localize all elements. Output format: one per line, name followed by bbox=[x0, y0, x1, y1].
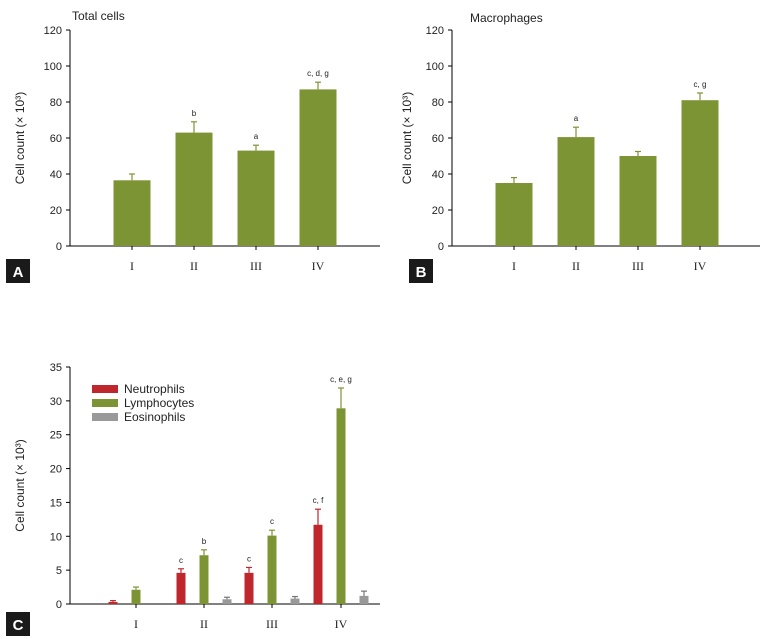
y-tick-label: 5 bbox=[56, 565, 62, 577]
y-tick-label: 60 bbox=[50, 133, 62, 145]
y-tick-label: 100 bbox=[44, 61, 62, 73]
x-tick-label: III bbox=[250, 259, 262, 273]
x-tick-label: IV bbox=[335, 617, 348, 631]
y-axis-label: Cell count (× 10³) bbox=[13, 92, 27, 184]
y-axis-label: Cell count (× 10³) bbox=[13, 439, 27, 531]
x-tick-label: III bbox=[266, 617, 278, 631]
legend-label: Lymphocytes bbox=[124, 396, 194, 410]
y-tick-label: 15 bbox=[50, 497, 62, 509]
y-axis-label: Cell count (× 10³) bbox=[400, 92, 414, 184]
bar bbox=[176, 572, 186, 604]
bar bbox=[175, 132, 213, 246]
bar bbox=[244, 572, 254, 604]
significance-label: c bbox=[247, 554, 251, 563]
x-tick-label: III bbox=[632, 259, 644, 273]
legend-swatch bbox=[92, 413, 118, 421]
significance-label: b bbox=[202, 537, 207, 546]
bar bbox=[619, 156, 657, 246]
legend-swatch bbox=[92, 399, 118, 407]
panel-letter: A bbox=[13, 264, 24, 281]
bar bbox=[222, 599, 232, 604]
bar bbox=[313, 524, 323, 604]
y-tick-label: 0 bbox=[438, 241, 444, 253]
y-tick-label: 40 bbox=[50, 169, 62, 181]
panel-letter: B bbox=[416, 264, 427, 281]
legend-label: Eosinophils bbox=[124, 410, 185, 424]
panel-letter-box bbox=[409, 259, 433, 283]
x-tick-label: II bbox=[572, 259, 580, 273]
significance-label: c bbox=[270, 517, 274, 526]
y-tick-label: 20 bbox=[432, 205, 444, 217]
bar bbox=[237, 150, 275, 246]
y-tick-label: 20 bbox=[50, 464, 62, 476]
bar bbox=[199, 555, 209, 604]
y-tick-label: 10 bbox=[50, 531, 62, 543]
bar bbox=[557, 137, 595, 246]
bar bbox=[359, 595, 369, 604]
bar bbox=[267, 535, 277, 604]
y-tick-label: 20 bbox=[50, 205, 62, 217]
legend-label: Neutrophils bbox=[124, 382, 185, 396]
y-tick-label: 35 bbox=[50, 362, 62, 374]
chart-title: Macrophages bbox=[470, 11, 543, 25]
significance-label: c, f bbox=[313, 496, 324, 505]
y-tick-label: 0 bbox=[56, 241, 62, 253]
panel-letter-box bbox=[6, 612, 30, 636]
y-tick-label: 120 bbox=[44, 25, 62, 37]
bar bbox=[131, 589, 141, 604]
x-tick-label: I bbox=[134, 617, 138, 631]
panel-b-chart: Macrophages Cell count (× 10³) 0 20 40 60 80 10… bbox=[400, 11, 760, 283]
bar bbox=[290, 598, 300, 604]
significance-label: c, g bbox=[694, 80, 707, 89]
x-tick-label: I bbox=[512, 259, 516, 273]
y-tick-label: 40 bbox=[432, 169, 444, 181]
y-tick-label: 0 bbox=[56, 599, 62, 611]
x-tick-label: II bbox=[190, 259, 198, 273]
bar bbox=[108, 601, 118, 604]
significance-label: c, e, g bbox=[330, 375, 352, 384]
y-tick-label: 25 bbox=[50, 430, 62, 442]
bar bbox=[113, 180, 151, 246]
y-tick-label: 80 bbox=[432, 97, 444, 109]
bar bbox=[336, 408, 346, 604]
significance-label: c, d, g bbox=[307, 69, 329, 78]
y-tick-label: 120 bbox=[426, 25, 444, 37]
panel-letter-box bbox=[6, 259, 30, 283]
y-tick-label: 60 bbox=[432, 133, 444, 145]
chart-title: Total cells bbox=[72, 9, 125, 23]
y-tick-label: 30 bbox=[50, 396, 62, 408]
significance-label: a bbox=[254, 132, 259, 141]
significance-label: b bbox=[192, 109, 197, 118]
y-tick-label: 80 bbox=[50, 97, 62, 109]
y-tick-label: 100 bbox=[426, 61, 444, 73]
panel-letter: C bbox=[13, 617, 24, 634]
x-tick-label: IV bbox=[694, 259, 707, 273]
bar bbox=[299, 89, 337, 247]
significance-label: a bbox=[574, 114, 579, 123]
panel-a-chart: Total cells Cell count (× 10³) 0 20 40 60 80 10… bbox=[6, 9, 380, 283]
legend-swatch bbox=[92, 385, 118, 393]
significance-label: c bbox=[179, 556, 183, 565]
x-tick-label: I bbox=[130, 259, 134, 273]
bar bbox=[681, 100, 719, 246]
bar bbox=[495, 183, 533, 246]
x-tick-label: IV bbox=[312, 259, 325, 273]
x-tick-label: II bbox=[200, 617, 208, 631]
